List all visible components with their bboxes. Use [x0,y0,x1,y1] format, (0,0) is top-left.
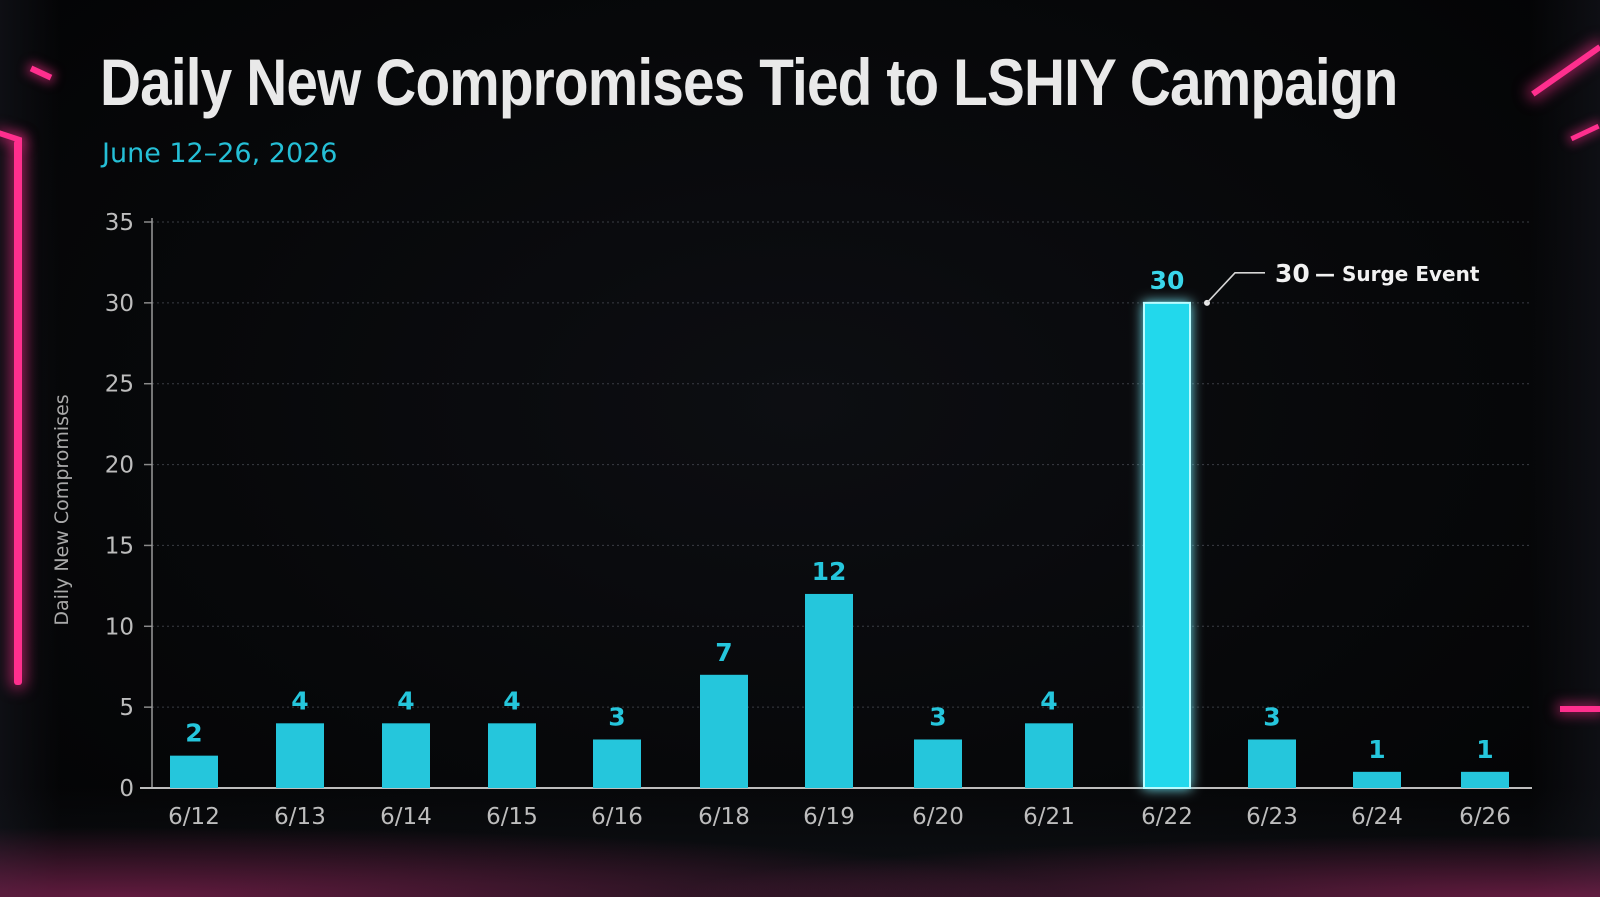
bar [593,739,641,788]
annotation-leader-line [1206,272,1265,304]
x-tick-label: 6/16 [591,804,643,830]
x-tick-label: 6/12 [168,804,220,830]
floor-reflection [0,787,1600,897]
x-tick-label: 6/23 [1246,804,1298,830]
x-tick-label: 6/18 [698,804,750,830]
data-label: 3 [1263,702,1280,731]
bar-highlight [1143,301,1191,789]
left-wall-decoration [0,0,60,897]
y-tick-label: 35 [105,210,134,236]
chart-title: Daily New Compromises Tied to LSHIY Camp… [100,45,1398,119]
y-tick-label: 20 [105,453,134,479]
data-label: 1 [1476,735,1493,764]
y-tick-label: 30 [105,291,134,317]
y-tick-label: 5 [119,695,134,721]
bar [805,593,853,788]
annotation-text: — Surge Event [1315,262,1480,286]
bar [1461,771,1509,788]
x-tick-label: 6/19 [803,804,855,830]
bar [276,723,324,788]
x-tick-label: 6/24 [1351,804,1403,830]
data-label: 4 [291,686,308,715]
data-label: 4 [503,686,520,715]
right-wall-decoration [1530,0,1600,897]
data-label: 12 [812,557,847,586]
x-tick-label: 6/21 [1023,804,1075,830]
data-label: 4 [1040,686,1057,715]
bar [488,723,536,788]
data-label: 1 [1368,735,1385,764]
annotation-value: 30 [1275,259,1310,288]
x-tick-label: 6/22 [1141,804,1193,830]
data-label: 2 [185,719,202,748]
x-tick-label: 6/15 [486,804,538,830]
bar [1248,739,1296,788]
data-label: 3 [608,702,625,731]
y-tick-label: 0 [119,776,134,802]
bar [1353,771,1401,788]
neon-strip-right-bottom [1560,706,1600,712]
x-tick-label: 6/14 [380,804,432,830]
bar [1025,723,1073,788]
y-tick-label: 10 [105,614,134,640]
bar [382,723,430,788]
neon-strip-left [14,140,22,685]
x-tick-label: 6/20 [912,804,964,830]
data-label: 4 [397,686,414,715]
chart-subtitle: June 12–26, 2026 [102,138,338,169]
bar [170,755,218,788]
data-label: 3 [929,702,946,731]
x-tick-label: 6/26 [1459,804,1511,830]
y-tick-label: 15 [105,533,134,559]
bar [700,674,748,788]
x-tick-label: 6/13 [274,804,326,830]
data-label: 7 [715,638,732,667]
data-label: 30 [1150,266,1185,295]
bar [914,739,962,788]
y-tick-label: 25 [105,372,134,398]
